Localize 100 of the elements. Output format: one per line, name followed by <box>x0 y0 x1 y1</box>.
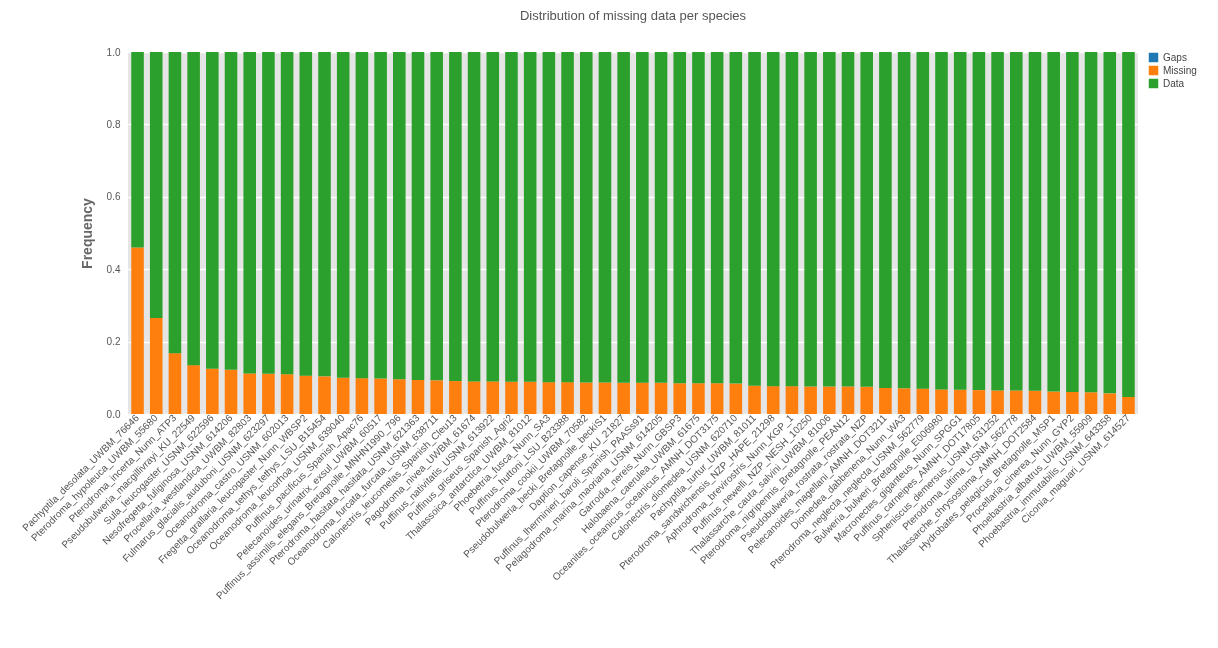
bar <box>823 52 836 387</box>
y-tick-label: 0.6 <box>106 191 121 203</box>
bar <box>336 52 350 378</box>
y-axis-title: Frequency <box>78 197 95 269</box>
bar <box>860 386 873 414</box>
bar <box>598 52 612 383</box>
bar <box>411 52 425 380</box>
bar <box>280 52 294 375</box>
bar <box>430 380 443 414</box>
bar <box>1028 390 1042 414</box>
bar <box>1084 52 1098 393</box>
bar <box>149 52 163 319</box>
bar <box>336 377 350 414</box>
bar <box>262 52 275 374</box>
bar <box>449 52 462 382</box>
bar <box>542 52 556 383</box>
bar <box>299 375 313 414</box>
bar <box>935 389 948 414</box>
bar <box>579 52 593 383</box>
bar <box>486 381 500 414</box>
bar <box>1066 391 1079 414</box>
bar <box>1066 52 1079 392</box>
bar <box>1010 390 1023 414</box>
legend-label: Missing <box>1163 64 1197 76</box>
y-tick-label: 0.4 <box>106 263 121 275</box>
bar <box>804 386 817 414</box>
bar <box>561 52 574 383</box>
bar <box>972 390 986 414</box>
legend-label: Gaps <box>1163 51 1187 63</box>
bar <box>542 382 556 414</box>
bar <box>579 382 593 414</box>
legend-label: Data <box>1163 77 1185 89</box>
bar <box>318 376 331 414</box>
bar <box>393 379 406 414</box>
bar <box>804 52 817 387</box>
bar <box>785 52 799 387</box>
bar <box>841 52 855 387</box>
bar <box>617 52 630 383</box>
bar <box>953 389 967 414</box>
bar <box>710 52 724 384</box>
bar <box>523 381 537 414</box>
bar <box>748 385 761 414</box>
y-tick-label: 1.0 <box>106 46 121 58</box>
bar <box>654 52 668 383</box>
bar <box>131 52 144 248</box>
bar <box>505 52 518 382</box>
bar <box>411 379 425 414</box>
bar <box>1103 393 1117 414</box>
bar <box>355 52 369 379</box>
bar <box>1122 396 1135 414</box>
bar <box>916 52 930 389</box>
bar <box>1084 392 1098 414</box>
bar <box>206 368 219 414</box>
bar <box>224 369 238 414</box>
bar <box>991 52 1004 391</box>
bar <box>187 365 200 414</box>
bar <box>131 247 144 414</box>
bar <box>991 390 1004 414</box>
bar <box>673 383 687 414</box>
bar <box>748 52 761 386</box>
bar <box>654 382 668 414</box>
bar <box>374 52 387 379</box>
bar <box>168 353 182 414</box>
bar <box>1122 52 1135 397</box>
bar <box>972 52 986 391</box>
bar <box>355 378 369 414</box>
bar <box>785 386 799 414</box>
bar <box>729 52 743 384</box>
bar <box>318 52 331 377</box>
bar <box>280 374 294 414</box>
bar <box>262 373 275 414</box>
bar <box>430 52 443 381</box>
bar <box>299 52 313 376</box>
bar <box>224 52 238 370</box>
bar <box>729 383 743 414</box>
bar <box>243 373 256 414</box>
bar <box>617 382 630 414</box>
bar <box>916 388 930 414</box>
bar <box>149 318 163 414</box>
bar <box>206 52 219 369</box>
bar <box>710 383 724 414</box>
bar <box>1028 52 1042 391</box>
bar <box>636 382 649 414</box>
bar <box>523 52 537 382</box>
bar <box>636 52 649 383</box>
bar <box>1103 52 1117 394</box>
bar <box>841 386 855 414</box>
bar <box>953 52 967 390</box>
bar <box>168 52 182 354</box>
bar <box>766 386 780 414</box>
bar <box>935 52 948 390</box>
bar <box>766 52 780 387</box>
chart-title: Distribution of missing data per species <box>519 8 747 23</box>
bar <box>823 386 836 414</box>
y-tick-label: 0.2 <box>106 336 121 348</box>
bar <box>243 52 256 374</box>
bar <box>879 52 892 388</box>
bar <box>486 52 500 382</box>
bar <box>187 52 200 366</box>
bar <box>692 52 705 384</box>
